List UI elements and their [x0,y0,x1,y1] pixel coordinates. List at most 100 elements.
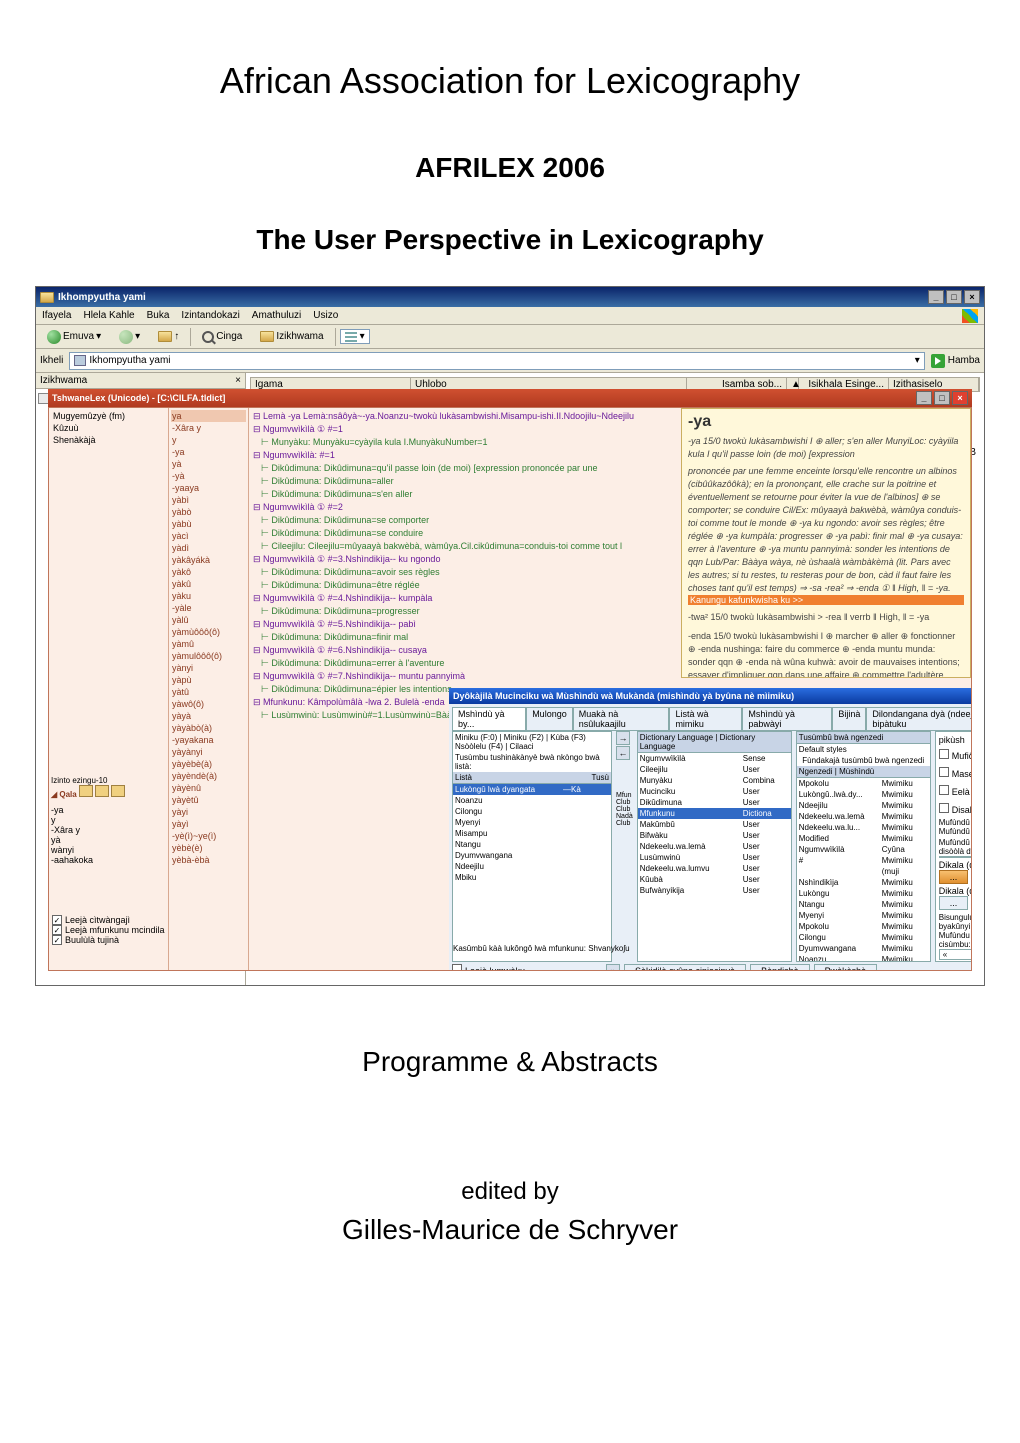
headword-item[interactable]: yàyàbò(à) [171,722,246,734]
list-entry[interactable]: y [51,815,166,825]
checkbox[interactable] [452,964,462,970]
input[interactable] [939,856,971,858]
forward-button[interactable]: ▾ [112,328,147,346]
headword-item[interactable]: y [171,434,246,446]
action-button[interactable]: Sàkidilà cyûna cipiacipyà [624,964,746,970]
headword-item[interactable]: yàkâyákà [171,554,246,566]
headword-item[interactable]: yàtû [171,686,246,698]
headword-item[interactable]: yèbà-èbà [171,854,246,866]
headword-item[interactable]: -yà [171,470,246,482]
color-button-2[interactable]: ... [939,896,969,910]
headword-item[interactable]: yàcì [171,530,246,542]
checkbox[interactable] [939,803,949,813]
search-button[interactable]: Cinga [195,329,249,345]
list-row[interactable]: MunyàkuCombina [638,775,791,786]
headword-item[interactable]: -Xâra y [171,422,246,434]
list-row[interactable]: MucincikuUser [638,786,791,797]
middle-list-2[interactable]: Tusùmbû bwà ngenzedi Default styles Fùnd… [796,731,931,962]
list-row[interactable]: MakûmbûUser [638,819,791,830]
checkbox[interactable]: ✓ [52,925,62,935]
panel-item[interactable]: Kûzuù [51,422,166,434]
list-row[interactable]: BufwànyikijaUser [638,885,791,896]
headword-item[interactable]: yàyètû [171,794,246,806]
list-row[interactable]: Ndekeelu.wa.lemàUser [638,841,791,852]
list-row[interactable]: Ndeejilu [453,861,611,872]
minimize-button[interactable]: _ [916,391,932,405]
scroll-right-button[interactable]: » [606,964,620,970]
list-row[interactable]: Lukòngû..lwà.dy...Mwimiku [797,789,930,800]
folders-button[interactable]: Izikhwama [253,329,330,344]
checkbox[interactable]: ✓ [52,915,62,925]
headword-item[interactable]: yàyì [171,818,246,830]
close-sidebar-button[interactable]: × [235,375,241,386]
list-row[interactable]: MpokoluMwimiku [797,778,930,789]
list-row[interactable]: Cilongu [453,806,611,817]
go-button[interactable]: Hamba [931,354,980,368]
maximize-button[interactable]: □ [934,391,950,405]
list-row[interactable]: #Mwimiku (muji [797,855,930,877]
headword-item[interactable]: yànyi [171,662,246,674]
folder-icon[interactable] [95,785,109,797]
list-entry[interactable]: -aahakoka [51,855,166,865]
headword-item[interactable]: yàmulôôô(ô) [171,650,246,662]
list-row[interactable]: Myenyi [453,817,611,828]
color-button[interactable]: ... [939,870,969,884]
list-entry[interactable]: wànyi [51,845,166,855]
address-field[interactable]: Ikhompyutha yami ▾ [69,352,924,370]
headword-item[interactable]: yàku [171,590,246,602]
headword-list[interactable]: ya-Xâra yy-yayà-yà-yaayayàbìyàbòyàbùyàcì… [169,408,249,970]
dialog-tab[interactable]: Dilondangana dyà (ndeejelu wà) bipàtuku [866,707,971,730]
view-dropdown[interactable]: ▾ [340,329,370,344]
list-row[interactable]: NshìndikìjaMwimiku [797,877,930,888]
list-row[interactable]: Dyumvwangana [453,850,611,861]
dialog-tab[interactable]: Mshìndù yà by... [452,707,526,730]
headword-item[interactable]: ya [171,410,246,422]
dialog-tab[interactable]: Mulongo [526,707,573,730]
list-row[interactable]: NgumvwìkìlàSense [638,753,791,764]
list-row[interactable]: NgumvwìkìlàCyûna [797,844,930,855]
headword-item[interactable]: yàkô [171,566,246,578]
headword-item[interactable]: yàmû [171,638,246,650]
headword-item[interactable]: -yè(ì)~ye(ì) [171,830,246,842]
dialog-tab[interactable]: Muakà nà nsûlukaajilu [573,707,670,730]
list-row[interactable]: MpokoluMwimiku [797,921,930,932]
list-entry[interactable]: -ya [51,805,166,815]
headword-item[interactable]: yàkû [171,578,246,590]
up-button[interactable]: ↑ [151,329,186,344]
menu-item[interactable]: Ifayela [42,310,71,321]
list-row[interactable]: Ndekeelu.wa.lu...Mwimiku [797,822,930,833]
list-row[interactable]: LusùmwinùUser [638,852,791,863]
move-left-button[interactable]: ← [616,746,630,760]
panel-item[interactable]: Shenàkàjà [51,434,166,446]
list-row[interactable]: KûubàUser [638,874,791,885]
menu-item[interactable]: Buka [147,310,170,321]
panel-item[interactable]: Mugyemûzyè (fm) [51,410,166,422]
menu-item[interactable]: Amathuluzi [252,310,301,321]
dropdown-arrow-icon[interactable]: ▾ [915,355,920,366]
dialog-tab[interactable]: Listà wà mimiku [669,707,742,730]
dialog-tab[interactable]: Mshìndù yà pabwàyi [742,707,832,730]
list-entry[interactable]: yà [51,835,166,845]
list-row[interactable]: Ndekeelu.wa.lemàMwimiku [797,811,930,822]
headword-item[interactable]: yàpù [171,674,246,686]
headword-item[interactable]: yàmùôôô(ô) [171,626,246,638]
list-row[interactable]: CilonguMwimiku [797,932,930,943]
tool-icon[interactable] [111,785,125,797]
list-row[interactable]: MfunkunuDictiona [638,808,791,819]
headword-item[interactable]: yàbù [171,518,246,530]
list-row[interactable]: NdeejiluMwimiku [797,800,930,811]
headword-item[interactable]: yàyà [171,710,246,722]
headword-item[interactable]: yàyèndè(à) [171,770,246,782]
list-row[interactable]: DikûdimunaUser [638,797,791,808]
headword-item[interactable]: -yàle [171,602,246,614]
list-row[interactable]: NoanzuMwimiku [797,954,930,962]
book-icon[interactable] [79,785,93,797]
checkbox[interactable]: ✓ [52,935,62,945]
headword-item[interactable]: yàyèbè(à) [171,758,246,770]
list-row[interactable]: Misampu [453,828,611,839]
list-row[interactable]: Ntangu [453,839,611,850]
list-row[interactable]: BifwàkuUser [638,830,791,841]
close-button[interactable]: × [952,391,968,405]
back-button[interactable]: Emuva ▾ [40,328,108,346]
list-row[interactable]: Ndekeelu.wa.lumvuUser [638,863,791,874]
